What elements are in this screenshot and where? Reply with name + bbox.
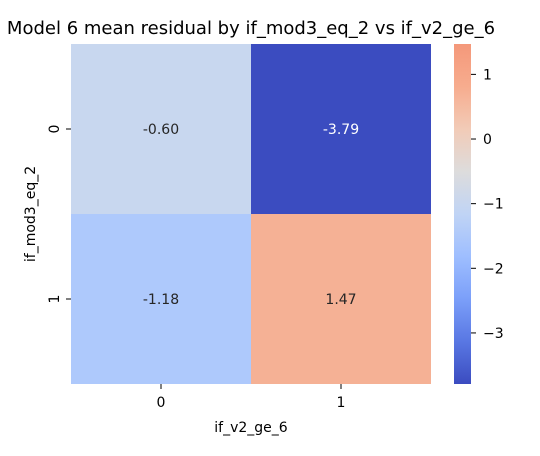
x-axis-label: if_v2_ge_6: [214, 420, 288, 436]
colorbar-tick-label: −3: [483, 326, 504, 342]
y-axis: 01: [47, 125, 71, 304]
heatmap-cell: [251, 214, 431, 384]
colorbar-tick-label: 0: [483, 132, 492, 148]
chart-title: Model 6 mean residual by if_mod3_eq_2 vs…: [7, 18, 495, 39]
heatmap-cell: [251, 44, 431, 214]
heatmap-cell: [71, 214, 251, 384]
colorbar-tick-label: 1: [483, 67, 492, 83]
colorbar-tick-label: −2: [483, 261, 504, 277]
y-tick-label: 0: [47, 125, 63, 134]
y-axis-label: if_mod3_eq_2: [23, 166, 39, 262]
cell-value-label: -3.79: [323, 122, 359, 138]
colorbar-tick-label: −1: [483, 197, 504, 213]
y-tick-label: 1: [47, 295, 63, 304]
heatmap-cell: [71, 44, 251, 214]
cell-value-label: -1.18: [143, 292, 179, 308]
heatmap-plot-area: -0.60 -3.79 -1.18 1.47: [71, 44, 431, 384]
colorbar: −3 −2 −1 0 1: [454, 44, 504, 384]
cell-value-label: 1.47: [325, 292, 356, 308]
x-tick-label: 1: [337, 395, 346, 411]
colorbar-gradient: [454, 44, 471, 384]
x-tick-label: 0: [157, 395, 166, 411]
cell-value-label: -0.60: [143, 122, 179, 138]
